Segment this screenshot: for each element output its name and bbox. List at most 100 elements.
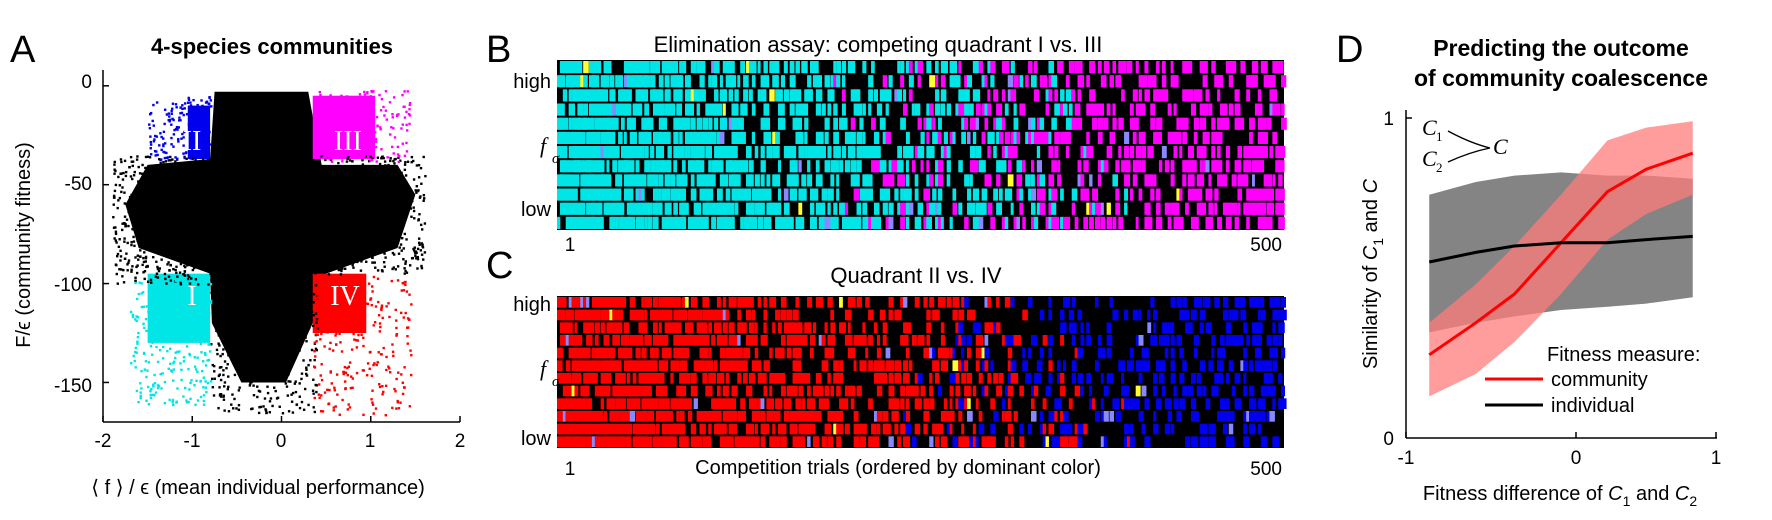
scatter-point-quadrant-iii <box>371 158 374 162</box>
scatter-point-black <box>123 240 126 243</box>
panel-b-cell <box>1205 188 1211 201</box>
panel-c-cell <box>1254 322 1261 333</box>
panel-b-cell <box>961 103 966 116</box>
scatter-point-black <box>282 365 285 368</box>
scatter-point-quadrant-iii <box>330 125 334 129</box>
scatter-point-black <box>327 273 331 276</box>
panel-c-cell <box>952 297 958 308</box>
scatter-point-quadrant-i <box>174 351 177 354</box>
scatter-point-black <box>370 165 374 168</box>
panel-c-cell <box>557 398 562 409</box>
scatter-point-quadrant-iv <box>406 342 409 345</box>
scatter-point-quadrant-ii <box>149 153 153 156</box>
panel-b-cell <box>1112 103 1116 116</box>
scatter-point-black <box>389 239 392 242</box>
scatter-point-black <box>175 265 178 268</box>
scatter-point-quadrant-i <box>160 325 163 328</box>
scatter-point-quadrant-iv <box>405 290 409 293</box>
scatter-point-black <box>310 227 314 231</box>
panel-c-cell <box>1179 347 1184 359</box>
panel-b-cell <box>690 188 697 201</box>
scatter-point-black <box>395 189 399 192</box>
panel-c-cell <box>588 322 595 333</box>
panel-b-cell <box>1278 146 1283 159</box>
scatter-point-black <box>175 228 178 231</box>
scatter-point-quadrant-iv <box>372 412 375 415</box>
panel-c-cell <box>728 360 734 371</box>
scatter-point-quadrant-ii <box>154 154 157 157</box>
panel-b-cell <box>1138 103 1144 116</box>
scatter-point-quadrant-iv <box>408 293 411 296</box>
scatter-point-black <box>257 411 261 415</box>
scatter-point-quadrant-i <box>199 395 203 399</box>
panel-c-cell <box>917 335 922 346</box>
panel-c-cell <box>644 411 648 422</box>
scatter-point-black <box>137 180 140 183</box>
panel-c-cell <box>763 373 767 384</box>
panel-c-cell <box>702 297 708 308</box>
panel-b-cell <box>873 216 878 229</box>
panel-c-cell <box>1164 347 1169 359</box>
panel-b-cell <box>705 216 709 229</box>
scatter-point-black <box>210 377 214 381</box>
panel-b-cell <box>908 146 914 159</box>
panel-b-cell <box>1185 160 1190 173</box>
scatter-point-black <box>288 357 291 361</box>
scatter-point-quadrant-iv <box>335 281 338 284</box>
panel-b-cell <box>833 61 837 74</box>
panel-c-cell <box>1208 360 1214 371</box>
scatter-point-quadrant-iv <box>352 332 355 336</box>
panel-b-cell <box>568 174 572 187</box>
panel-b-cell <box>885 174 892 187</box>
panel-c-cell <box>708 309 713 321</box>
panel-c-cell <box>699 322 706 333</box>
scatter-point-black <box>384 169 388 172</box>
panel-b-cell <box>958 202 963 215</box>
panel-b-heatmap <box>557 60 1287 230</box>
scatter-point-black <box>354 198 357 201</box>
scatter-point-black <box>298 302 302 306</box>
panel-b-cell <box>1202 75 1208 88</box>
panel-c-cell <box>679 360 685 371</box>
scatter-point-quadrant-i <box>172 362 175 365</box>
scatter-point-black <box>202 184 205 187</box>
scatter-point-black <box>365 260 368 263</box>
panel-c-cell <box>780 309 787 321</box>
panel-b-cell <box>841 61 847 74</box>
panel-b-cell <box>632 75 638 88</box>
scatter-point-quadrant-iii <box>403 90 406 93</box>
panel-b-cell <box>760 89 765 102</box>
scatter-point-black <box>288 304 291 307</box>
scatter-point-black <box>399 198 402 201</box>
panel-c-cell <box>1237 297 1242 308</box>
panel-c-cell <box>818 297 824 308</box>
panel-c-cell <box>1007 373 1012 384</box>
scatter-point-black <box>143 277 146 281</box>
scatter-point-quadrant-iii <box>374 137 378 141</box>
panel-b-cell <box>1036 131 1042 144</box>
scatter-point-quadrant-ii <box>160 148 163 152</box>
panel-c-cell <box>903 322 908 333</box>
panel-c-cell <box>1135 335 1140 346</box>
scatter-point-black <box>257 332 261 336</box>
scatter-point-quadrant-i <box>134 318 137 321</box>
panel-b-cell <box>955 75 961 88</box>
panel-b-cell <box>696 117 703 130</box>
panel-c-cell <box>833 411 840 422</box>
panel-b-cell <box>1007 174 1014 187</box>
scatter-point-black <box>313 358 316 362</box>
panel-c-cell <box>1112 309 1117 321</box>
panel-c-cell <box>597 309 601 321</box>
panel-b-cell <box>568 103 573 116</box>
scatter-point-quadrant-iv <box>395 407 398 410</box>
panel-c-cell <box>1173 385 1177 397</box>
panel-b-cell <box>1132 174 1138 187</box>
scatter-point-black <box>135 271 139 275</box>
scatter-point-black <box>317 247 321 251</box>
panel-b-cell <box>574 216 580 229</box>
panel-b-cell <box>964 103 970 116</box>
panel-c-cell <box>1071 335 1076 346</box>
panel-c-cell <box>795 347 801 359</box>
scatter-point-black <box>180 260 183 264</box>
panel-c-cell <box>708 423 712 435</box>
